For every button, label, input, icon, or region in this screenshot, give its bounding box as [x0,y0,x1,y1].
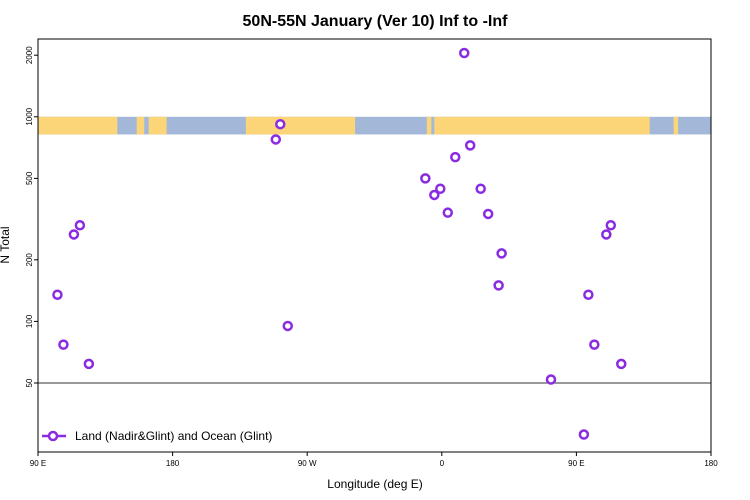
y-tick-label: 1000 [25,107,34,125]
x-tick-label: 180 [704,459,718,468]
data-point [605,220,617,231]
x-tick-label: 0 [440,459,445,468]
data-point [52,289,63,300]
data-point [275,118,286,130]
land-segment [426,116,432,135]
data-point [429,189,440,201]
data-point [475,183,486,194]
legend: Land (Nadir&Glint) and Ocean (Glint) [42,429,272,443]
land-segment [434,116,650,135]
data-point [68,229,80,240]
land-segment [136,116,145,135]
data-point [450,151,461,163]
data-point [83,358,95,370]
x-axis-ticks: 90 E 180 90 W 0 90 E 180 [30,452,718,468]
legend-label: Land (Nadir&Glint) and Ocean (Glint) [75,429,272,443]
data-point [482,208,494,220]
data-point [578,429,590,440]
plot-frame [37,38,712,453]
data-point [583,289,594,300]
land-ocean-band [38,116,711,135]
data-point [282,320,294,332]
land-segment [38,116,118,135]
y-tick-label: 100 [25,314,34,328]
data-points [52,47,627,440]
data-point [58,339,69,350]
data-point [589,339,600,350]
x-tick-label: 90 E [568,459,584,468]
data-point [545,374,557,385]
data-point [435,183,446,194]
data-point [270,134,282,145]
data-point [616,358,627,370]
y-tick-label: 200 [25,253,34,267]
y-tick-label: 500 [25,171,34,185]
data-point [442,207,454,218]
land-segment [245,116,356,135]
data-point [601,229,612,240]
data-point [420,173,431,184]
chart-title: 50N-55N January (Ver 10) Inf to -Inf [243,13,509,30]
land-segment [148,116,167,135]
data-point [464,140,476,151]
data-point [458,47,470,59]
x-tick-label: 90 E [30,459,46,468]
data-point [74,220,86,231]
y-axis-label: N Total [0,226,12,263]
y-axis-ticks: 50 100 200 500 1000 2000 [25,46,38,387]
x-tick-label: 90 W [298,459,317,468]
data-point [493,280,504,291]
land-segment [673,116,679,135]
y-tick-label: 50 [25,378,34,387]
data-point [496,248,507,259]
x-tick-label: 180 [166,459,180,468]
y-tick-label: 2000 [25,46,34,64]
x-axis-label: Longitude (deg E) [327,477,422,491]
legend-marker [47,430,59,442]
